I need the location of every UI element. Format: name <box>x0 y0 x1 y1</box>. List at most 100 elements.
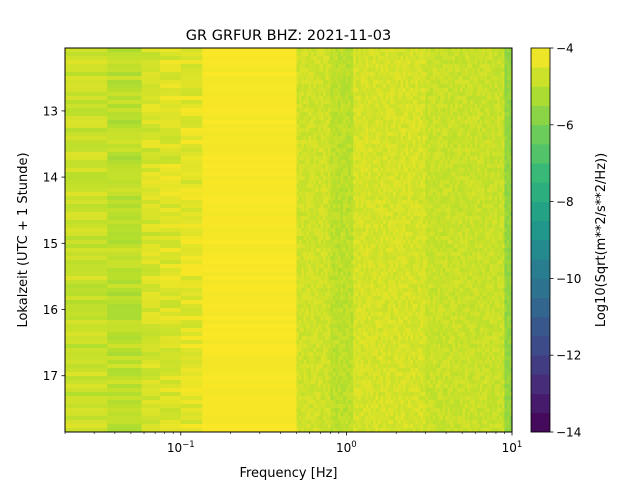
heatmap-cell <box>337 264 341 269</box>
heatmap-cell <box>415 88 419 93</box>
heatmap-cell <box>353 112 357 117</box>
heatmap-cell <box>365 300 369 305</box>
heatmap-cell <box>370 216 374 221</box>
heatmap-cell <box>330 404 334 409</box>
heatmap-cell <box>141 172 161 177</box>
heatmap-cell <box>370 236 374 241</box>
heatmap-cell <box>360 64 364 69</box>
heatmap-cell <box>370 304 374 309</box>
heatmap-cell <box>343 184 347 189</box>
heatmap-cell <box>298 152 302 157</box>
heatmap-cell <box>368 348 372 353</box>
heatmap-cell <box>335 344 339 349</box>
heatmap-cell <box>141 112 161 117</box>
heatmap-cell <box>298 164 302 169</box>
heatmap-cell <box>393 48 396 53</box>
heatmap-cell <box>368 124 372 129</box>
heatmap-cell <box>318 272 322 277</box>
heatmap-cell <box>405 100 409 105</box>
heatmap-cell <box>375 224 379 229</box>
heatmap-cell <box>407 312 411 317</box>
heatmap-cell <box>415 280 419 285</box>
heatmap-cell <box>308 136 312 141</box>
heatmap-cell <box>385 108 389 113</box>
heatmap-cell <box>330 276 334 281</box>
heatmap-cell <box>107 284 142 289</box>
heatmap-cell <box>107 404 142 409</box>
heatmap-cell <box>378 96 382 101</box>
heatmap-cell <box>337 204 341 209</box>
heatmap-cell <box>355 80 359 85</box>
heatmap-cell <box>348 396 352 401</box>
heatmap-cell <box>415 148 419 153</box>
heatmap-cell <box>365 308 369 313</box>
heatmap-cell <box>325 272 329 277</box>
heatmap-cell <box>422 72 426 77</box>
chart-title: GR GRFUR BHZ: 2021-11-03 <box>186 28 391 44</box>
heatmap-cell <box>343 116 347 121</box>
heatmap-cell <box>358 200 362 205</box>
heatmap-cell <box>315 420 319 425</box>
heatmap-cell <box>313 280 317 285</box>
heatmap-cell <box>410 196 414 201</box>
heatmap-cell <box>370 324 374 329</box>
heatmap-cell <box>353 152 357 157</box>
heatmap-cell <box>320 128 324 133</box>
heatmap-cell <box>350 116 354 121</box>
heatmap-cell <box>65 392 108 397</box>
heatmap-cell <box>345 152 349 157</box>
heatmap-cell <box>180 72 203 77</box>
heatmap-cell <box>385 164 389 169</box>
heatmap-cell <box>400 212 404 217</box>
heatmap-cell <box>422 328 426 333</box>
heatmap-cell <box>335 336 339 341</box>
heatmap-cell <box>407 340 411 345</box>
heatmap-cell <box>337 300 341 305</box>
heatmap-cell <box>395 248 399 253</box>
heatmap-cell <box>417 188 421 193</box>
heatmap-cell <box>420 324 424 329</box>
heatmap-cell <box>378 196 382 201</box>
heatmap-cell <box>296 152 300 157</box>
heatmap-cell <box>363 304 367 309</box>
heatmap-cell <box>301 388 305 393</box>
heatmap-cell <box>180 244 203 249</box>
heatmap-cell <box>368 204 372 209</box>
heatmap-cell <box>358 280 362 285</box>
heatmap-cell <box>318 352 322 357</box>
heatmap-cell <box>323 428 326 432</box>
heatmap-cell <box>368 224 372 229</box>
heatmap-cell <box>380 176 384 181</box>
heatmap-cell <box>315 408 319 413</box>
heatmap-cell <box>343 300 347 305</box>
heatmap-cell <box>378 276 382 281</box>
heatmap-cell <box>412 228 416 233</box>
heatmap-cell <box>308 212 312 217</box>
heatmap-cell <box>398 200 401 205</box>
heatmap-cell <box>407 84 411 89</box>
heatmap-cell <box>335 356 339 361</box>
heatmap-cell <box>400 144 404 149</box>
heatmap-cell <box>296 384 300 389</box>
heatmap-cell <box>385 236 389 241</box>
heatmap-cell <box>375 300 379 305</box>
heatmap-cell <box>363 236 367 241</box>
heatmap-cell <box>383 320 386 325</box>
heatmap-cell <box>358 184 362 189</box>
heatmap-cell <box>383 300 386 305</box>
heatmap-cell <box>360 88 364 93</box>
heatmap-cell <box>325 312 329 317</box>
heatmap-cell <box>373 252 377 257</box>
heatmap-cell <box>340 160 344 165</box>
heatmap-cell <box>388 340 391 345</box>
heatmap-cell <box>301 256 305 261</box>
heatmap-cell <box>330 352 334 357</box>
heatmap-cell <box>345 104 349 109</box>
heatmap-cell <box>355 232 359 237</box>
heatmap-cell <box>180 164 203 169</box>
heatmap-cell <box>355 176 359 181</box>
heatmap-cell <box>410 100 414 105</box>
heatmap-cell <box>375 256 379 261</box>
heatmap-cell <box>65 72 108 77</box>
heatmap-cell <box>350 100 354 105</box>
